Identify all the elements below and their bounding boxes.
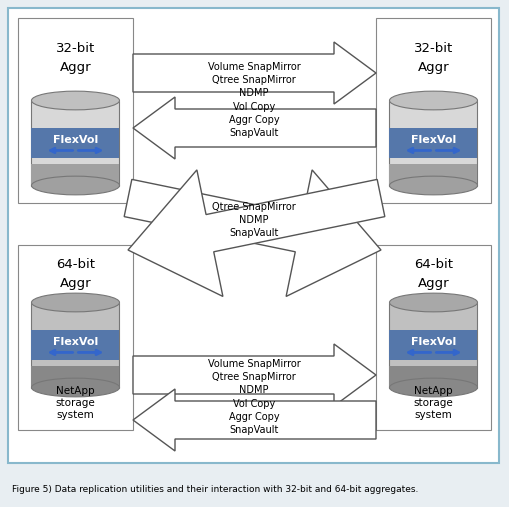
Text: 32-bit: 32-bit [414, 42, 453, 54]
Polygon shape [133, 97, 376, 159]
Polygon shape [124, 170, 381, 297]
Text: FlexVol: FlexVol [53, 337, 98, 347]
Ellipse shape [32, 378, 120, 397]
Text: 32-bit: 32-bit [56, 42, 95, 54]
Bar [389, 100, 477, 186]
Polygon shape [128, 170, 385, 297]
Text: NetApp
storage
system: NetApp storage system [55, 386, 95, 420]
Bar [376, 18, 491, 203]
Text: Aggr: Aggr [418, 276, 449, 289]
Text: Aggr: Aggr [60, 61, 91, 75]
Ellipse shape [389, 91, 477, 110]
Bar [32, 128, 120, 158]
Text: Figure 5) Data replication utilities and their interaction with 32-bit and 64-bi: Figure 5) Data replication utilities and… [12, 486, 418, 494]
Text: Aggr: Aggr [418, 61, 449, 75]
Ellipse shape [32, 176, 120, 195]
Bar [376, 245, 491, 430]
Ellipse shape [389, 378, 477, 397]
Text: FlexVol: FlexVol [53, 135, 98, 145]
Text: Volume SnapMirror
Qtree SnapMirror
NDMP
Vol Copy
Aggr Copy
SnapVault: Volume SnapMirror Qtree SnapMirror NDMP … [208, 62, 300, 138]
Bar [32, 330, 120, 360]
Bar [389, 303, 477, 387]
Ellipse shape [32, 293, 120, 312]
Text: Qtree SnapMirror
NDMP
SnapVault: Qtree SnapMirror NDMP SnapVault [212, 202, 296, 238]
Text: Aggr: Aggr [60, 276, 91, 289]
Bar [389, 128, 477, 158]
Bar [32, 366, 120, 387]
Ellipse shape [32, 91, 120, 110]
Bar [32, 164, 120, 186]
Text: FlexVol: FlexVol [411, 337, 456, 347]
Text: 64-bit: 64-bit [414, 259, 453, 272]
Bar [18, 18, 133, 203]
Text: Volume SnapMirror
Qtree SnapMirror
NDMP
Vol Copy
Aggr Copy
SnapVault: Volume SnapMirror Qtree SnapMirror NDMP … [208, 359, 300, 435]
Polygon shape [133, 42, 376, 104]
Bar [389, 164, 477, 186]
Bar [8, 8, 499, 463]
Bar [389, 366, 477, 387]
Ellipse shape [389, 176, 477, 195]
Ellipse shape [389, 293, 477, 312]
Polygon shape [133, 344, 376, 406]
Bar [18, 245, 133, 430]
Polygon shape [133, 389, 376, 451]
Bar [32, 100, 120, 186]
Bar [389, 330, 477, 360]
Bar [32, 303, 120, 387]
Text: FlexVol: FlexVol [411, 135, 456, 145]
Text: NetApp
storage
system: NetApp storage system [414, 386, 454, 420]
Text: 64-bit: 64-bit [56, 259, 95, 272]
